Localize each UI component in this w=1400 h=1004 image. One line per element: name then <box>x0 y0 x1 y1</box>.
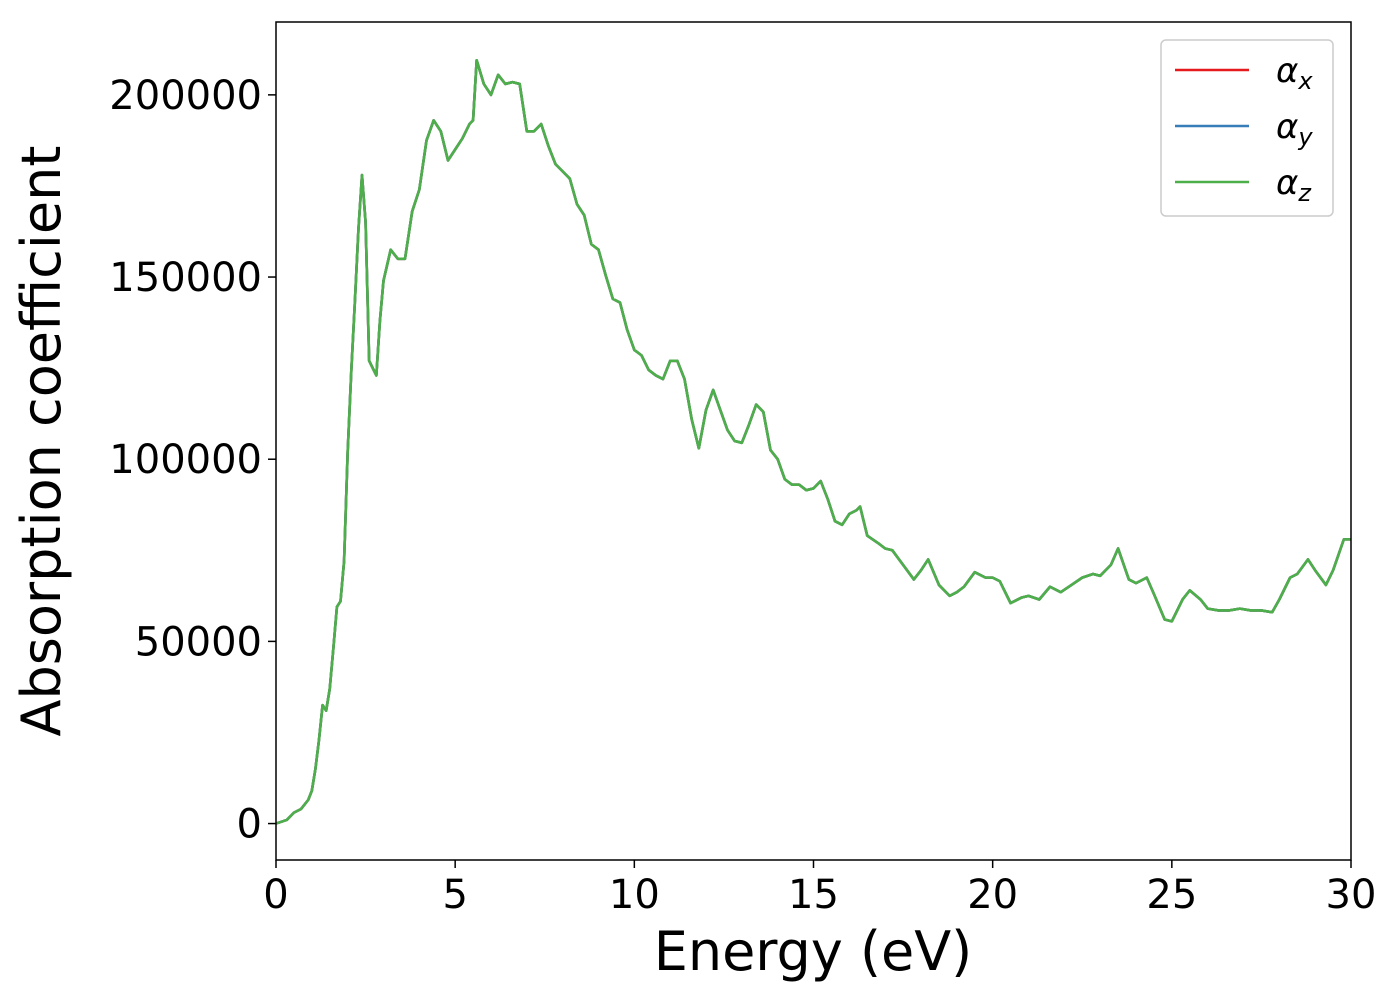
y-tick-label: 100000 <box>109 437 262 483</box>
x-tick-label: 20 <box>967 872 1018 918</box>
legend-label: αz <box>1276 163 1312 207</box>
x-tick-label: 25 <box>1146 872 1197 918</box>
x-tick-label: 15 <box>788 872 839 918</box>
y-tick-label: 200000 <box>109 73 262 119</box>
x-axis-label: Energy (eV) <box>654 920 973 983</box>
y-tick-label: 50000 <box>135 619 262 665</box>
y-tick-label: 150000 <box>109 255 262 301</box>
x-tick-label: 0 <box>263 872 288 918</box>
y-tick-label: 0 <box>237 802 262 848</box>
y-axis-label: Absorption coefficient <box>10 146 73 737</box>
plot-frame <box>275 21 1352 861</box>
legend-box <box>1160 39 1334 217</box>
x-tick-label: 30 <box>1326 872 1377 918</box>
x-tick-label: 5 <box>442 872 467 918</box>
legend-label: αy <box>1276 107 1313 151</box>
x-tick-label: 10 <box>609 872 660 918</box>
data-line <box>276 58 1351 825</box>
legend-label: αx <box>1276 51 1313 95</box>
